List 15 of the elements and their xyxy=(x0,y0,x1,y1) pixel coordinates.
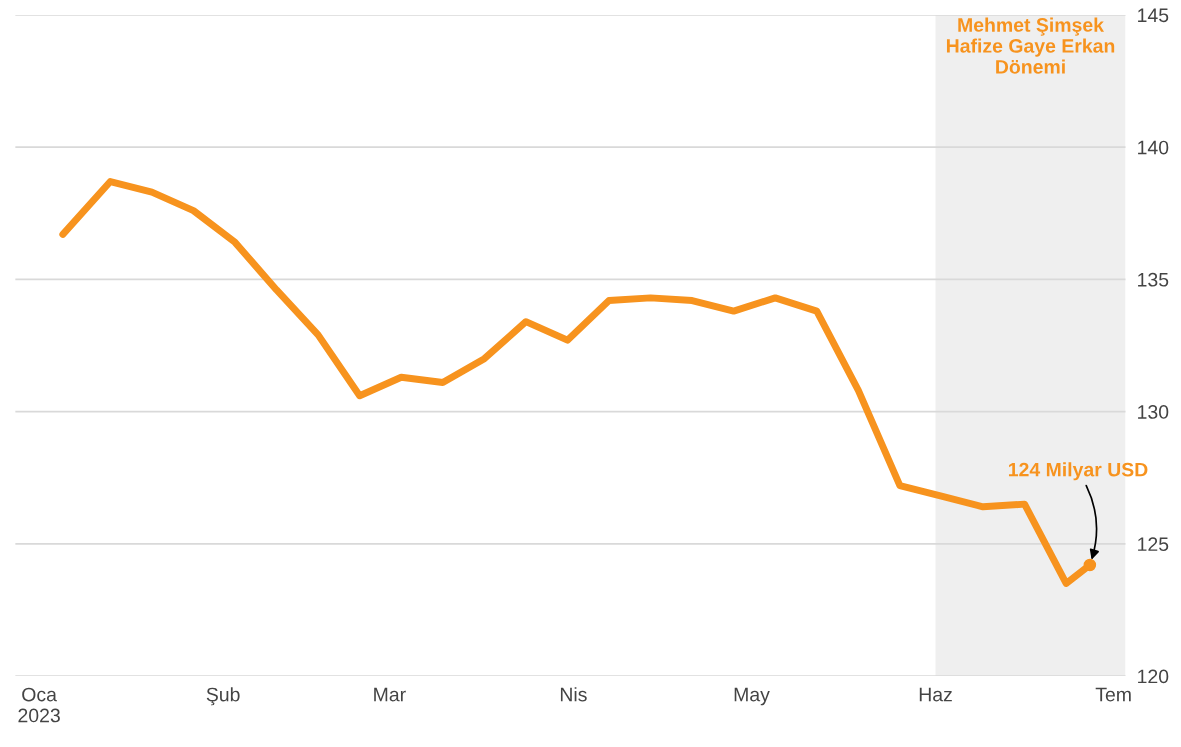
y-tick-label: 140 xyxy=(1138,140,1169,155)
x-tick-label: Oca 2023 xyxy=(18,687,60,723)
x-tick-label: Nis xyxy=(560,687,587,702)
x-tick-label: Mar xyxy=(374,687,406,702)
y-tick-label: 130 xyxy=(1138,405,1169,419)
x-tick-label: Şub xyxy=(206,687,240,706)
x-tick-label: Haz xyxy=(919,687,952,702)
y-tick-label: 145 xyxy=(1138,8,1169,23)
x-tick-label: Tem xyxy=(1095,687,1131,702)
y-tick-label: 135 xyxy=(1138,272,1169,287)
y-tick-label: 125 xyxy=(1138,537,1169,552)
x-tick-label: May xyxy=(734,687,770,706)
band-label: Mehmet Şimşek Hafize Gaye Erkan Dönemi xyxy=(946,17,1115,74)
y-tick-label: 120 xyxy=(1138,669,1169,684)
annotation: 124 Milyar USD xyxy=(1008,462,1148,481)
